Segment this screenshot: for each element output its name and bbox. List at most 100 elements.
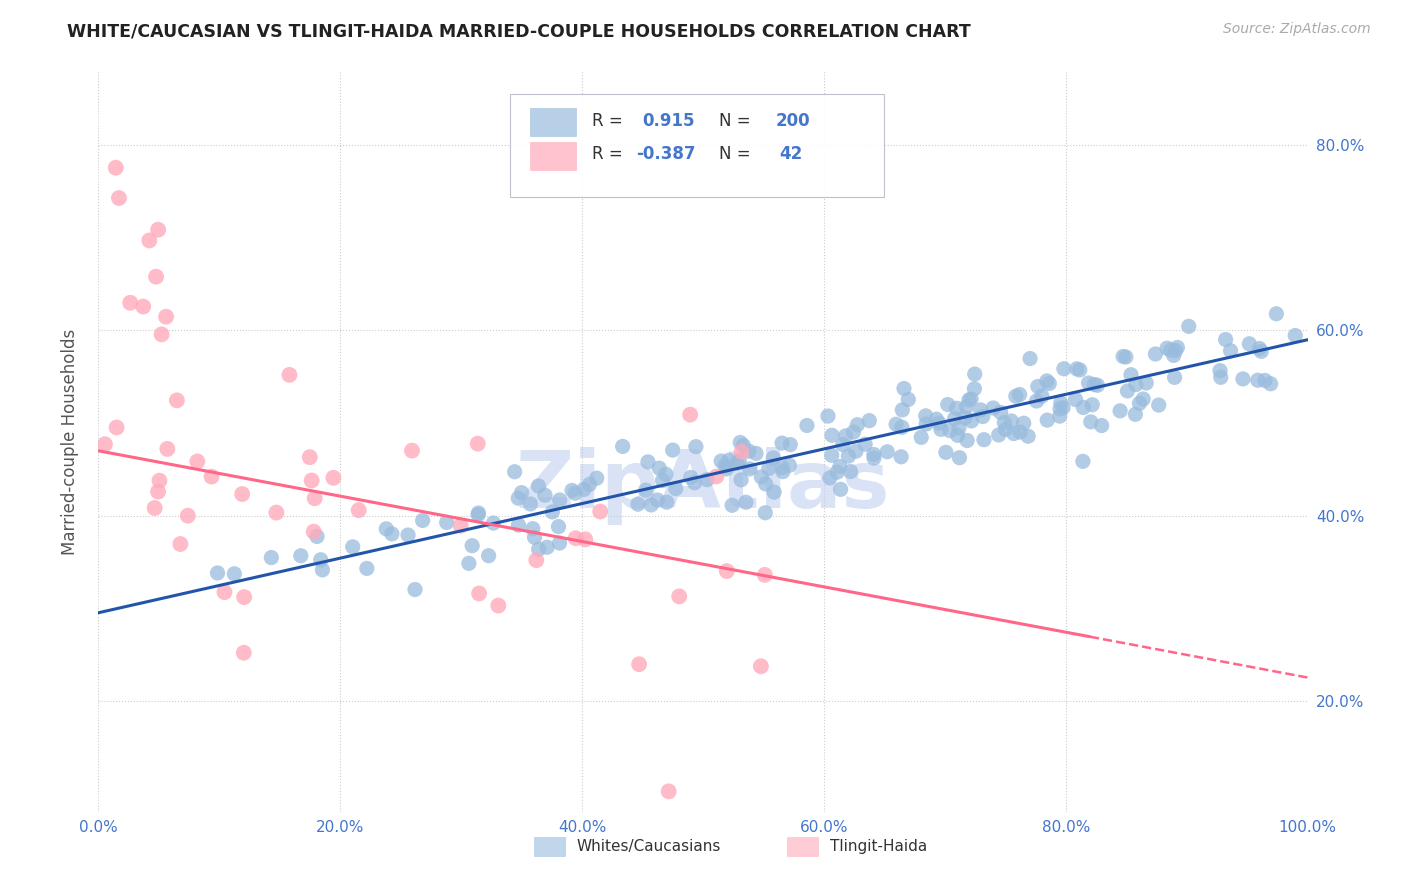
Point [578,477,600,491]
Point [778,458,800,473]
Point [482,516,505,530]
Point [925,412,948,426]
Point [457,557,479,571]
Point [534,488,557,502]
Point [834,429,856,443]
Point [948,450,970,465]
Point [831,437,853,451]
Point [1087,378,1109,392]
Point [527,479,550,493]
Point [1005,389,1028,403]
Point [936,398,959,412]
Point [772,465,794,479]
Point [648,461,671,475]
Point [564,531,586,545]
Point [585,471,607,485]
Point [467,436,489,450]
Point [108,191,131,205]
Point [1247,373,1270,387]
Point [943,411,966,425]
Point [1091,418,1114,433]
Point [527,542,550,557]
Point [1125,407,1147,421]
Point [1260,376,1282,391]
Point [105,420,128,434]
Point [891,403,914,417]
Point [853,437,876,451]
Point [322,471,344,485]
Text: ZipAtlas: ZipAtlas [516,447,890,525]
Point [839,465,862,479]
Point [1147,398,1170,412]
Point [716,462,738,476]
Point [733,438,755,452]
Point [347,503,370,517]
Point [1066,362,1088,376]
Point [987,428,1010,442]
Point [1008,387,1031,401]
Point [647,493,669,508]
Point [679,470,702,484]
Point [1119,368,1142,382]
Point [1036,413,1059,427]
Text: N =: N = [718,145,751,162]
Text: WHITE/CAUCASIAN VS TLINGIT-HAIDA MARRIED-COUPLE HOUSEHOLDS CORRELATION CHART: WHITE/CAUCASIAN VS TLINGIT-HAIDA MARRIED… [67,22,972,40]
Point [658,784,681,798]
Point [1239,336,1261,351]
Point [1031,389,1053,403]
Point [825,465,848,479]
Point [1109,404,1132,418]
Point [146,223,169,237]
Point [1163,348,1185,362]
Point [627,497,650,511]
Point [1166,341,1188,355]
Point [1115,350,1137,364]
Point [522,522,544,536]
Text: R =: R = [592,145,627,162]
Point [396,528,419,542]
Point [486,599,509,613]
Point [143,501,166,516]
Point [718,453,741,467]
Text: R =: R = [592,112,627,130]
Point [309,553,332,567]
Point [503,465,526,479]
Point [1164,343,1187,358]
Text: 0.915: 0.915 [643,112,695,130]
Point [1071,454,1094,468]
Point [728,435,751,450]
Point [1209,370,1232,384]
Point [1219,343,1241,358]
Point [304,491,326,506]
Point [589,504,612,518]
Point [876,444,898,458]
Point [232,646,254,660]
Point [169,537,191,551]
Point [148,474,170,488]
Point [683,475,706,490]
Point [884,417,907,432]
Point [1049,409,1071,424]
Point [858,414,880,428]
Point [955,400,977,414]
Point [524,553,547,567]
Point [1069,363,1091,377]
Point [1249,342,1271,356]
Point [665,482,688,496]
Point [738,444,761,458]
Text: Source: ZipAtlas.com: Source: ZipAtlas.com [1223,22,1371,37]
Point [1049,401,1071,416]
Point [1163,370,1185,384]
Point [177,508,200,523]
Point [1160,343,1182,358]
Point [156,442,179,456]
Point [150,327,173,342]
Point [758,461,780,475]
Point [266,506,288,520]
Point [1284,328,1306,343]
Point [224,566,246,581]
Point [1025,394,1047,409]
Point [817,409,839,423]
Point [301,474,323,488]
Point [1012,416,1035,430]
